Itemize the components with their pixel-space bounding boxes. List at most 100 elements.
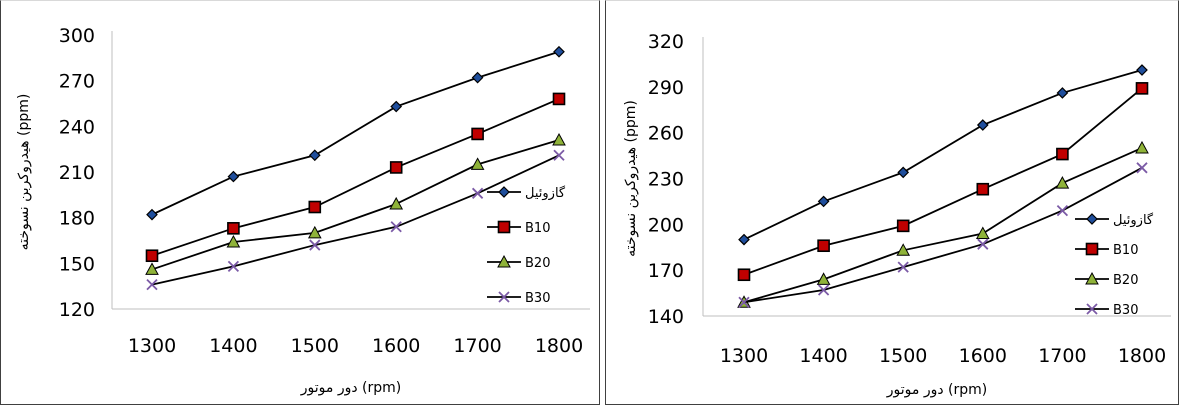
- data-point: [553, 149, 565, 161]
- data-point: [896, 219, 910, 233]
- x-tick-label: 1300: [128, 335, 176, 357]
- data-point: [471, 127, 484, 141]
- y-tick-label: 120: [59, 299, 95, 321]
- data-point: [389, 196, 404, 210]
- series-line: [151, 98, 560, 257]
- series-line: [743, 69, 1143, 241]
- y-axis-title: هیدروکربن نسوخته (ppm): [623, 100, 639, 257]
- y-tick-label: 240: [59, 116, 95, 138]
- data-point: [145, 249, 159, 263]
- y-tick-label: 140: [648, 306, 684, 328]
- data-point: [976, 182, 990, 196]
- data-point: [1135, 82, 1149, 95]
- y-tick-label: 320: [648, 31, 684, 53]
- x-tick-label: 1700: [453, 335, 501, 357]
- data-point: [1135, 140, 1149, 154]
- data-point: [227, 222, 240, 235]
- data-point: [897, 261, 909, 273]
- data-point: [1056, 87, 1069, 99]
- legend-label: B20: [1113, 273, 1138, 288]
- data-point: [817, 239, 830, 253]
- y-axis-title: هیدروکربن نسوخته (ppm): [16, 94, 32, 251]
- data-point: [307, 225, 322, 239]
- data-point: [738, 296, 750, 308]
- data-point: [817, 284, 830, 296]
- data-point: [308, 149, 321, 162]
- data-point: [977, 238, 989, 250]
- series-line: [151, 139, 560, 271]
- legend-marker: [497, 254, 511, 268]
- x-axis-title: دور موتور (rpm): [886, 382, 987, 398]
- x-axis-title: دور موتور (rpm): [300, 380, 401, 396]
- data-point: [897, 166, 910, 179]
- legend-label: B20: [525, 256, 550, 271]
- data-point: [390, 100, 403, 113]
- legend-label: گازوئیل: [1113, 212, 1154, 228]
- data-point: [227, 260, 240, 273]
- line-chart-left: 120 150 180 210 240 270 300 1300 1400 1500 1600 170…: [16, 25, 590, 396]
- chart-panel-right: 140 170 200 230 260 290 320 1300 1400 1500 1600 170…: [605, 0, 1179, 405]
- y-tick-label: 200: [648, 214, 684, 236]
- x-tick-label: 1800: [535, 335, 583, 357]
- data-point: [390, 221, 402, 233]
- data-point: [1056, 204, 1069, 217]
- data-point: [1055, 176, 1070, 189]
- y-tick-label: 270: [59, 71, 95, 93]
- legend-marker: [1086, 303, 1098, 315]
- data-point: [738, 233, 750, 246]
- legend-label: B10: [525, 221, 550, 236]
- data-point: [552, 92, 566, 106]
- data-point: [146, 279, 158, 291]
- data-point: [145, 262, 159, 275]
- data-point: [552, 132, 566, 146]
- x-tick-label: 1800: [1118, 345, 1166, 367]
- data-point: [1136, 162, 1148, 174]
- data-point: [817, 195, 830, 208]
- y-tick-label: 210: [59, 162, 95, 184]
- data-point: [816, 272, 831, 285]
- data-point: [1136, 64, 1148, 76]
- legend-label: B10: [1113, 243, 1138, 258]
- x-tick-label: 1600: [372, 335, 420, 357]
- data-point: [737, 268, 751, 282]
- data-point: [976, 119, 989, 131]
- y-tick-label: 170: [648, 260, 684, 282]
- data-point: [227, 170, 240, 183]
- series-line: [743, 87, 1143, 276]
- series-line: [151, 154, 560, 286]
- series-line: [743, 147, 1143, 304]
- x-tick-label: 1500: [879, 345, 927, 367]
- legend-marker: [1086, 213, 1098, 225]
- x-tick-label: 1400: [209, 335, 257, 357]
- data-point: [308, 200, 322, 214]
- legend-marker: [497, 220, 511, 234]
- x-tick-label: 1700: [1038, 345, 1086, 367]
- data-point: [470, 157, 485, 170]
- series-line: [743, 167, 1143, 304]
- y-tick-label: 300: [59, 25, 95, 47]
- x-tick-label: 1400: [799, 345, 847, 367]
- data-point: [553, 45, 565, 58]
- legend-label: B30: [1113, 303, 1138, 318]
- legend-marker: [1085, 271, 1099, 285]
- data-point: [896, 243, 911, 256]
- y-tick-label: 260: [648, 123, 684, 145]
- data-point: [146, 208, 158, 221]
- legend-marker: [498, 291, 510, 303]
- data-point: [309, 239, 321, 251]
- x-tick-label: 1500: [291, 335, 339, 357]
- data-point: [226, 234, 241, 248]
- series-line: [151, 50, 560, 216]
- data-point: [975, 226, 990, 239]
- data-point: [471, 187, 484, 199]
- legend-marker: [1085, 242, 1099, 256]
- y-tick-label: 150: [59, 253, 95, 275]
- chart-panel-left: 120 150 180 210 240 270 300 1300 1400 1500 1600 170…: [0, 0, 600, 405]
- data-point: [1056, 147, 1069, 161]
- y-tick-label: 180: [59, 208, 95, 230]
- data-point: [471, 71, 484, 84]
- y-tick-label: 290: [648, 77, 684, 99]
- legend-label: گازوئیل: [525, 185, 566, 201]
- y-tick-label: 230: [648, 169, 684, 191]
- x-tick-label: 1600: [959, 345, 1007, 367]
